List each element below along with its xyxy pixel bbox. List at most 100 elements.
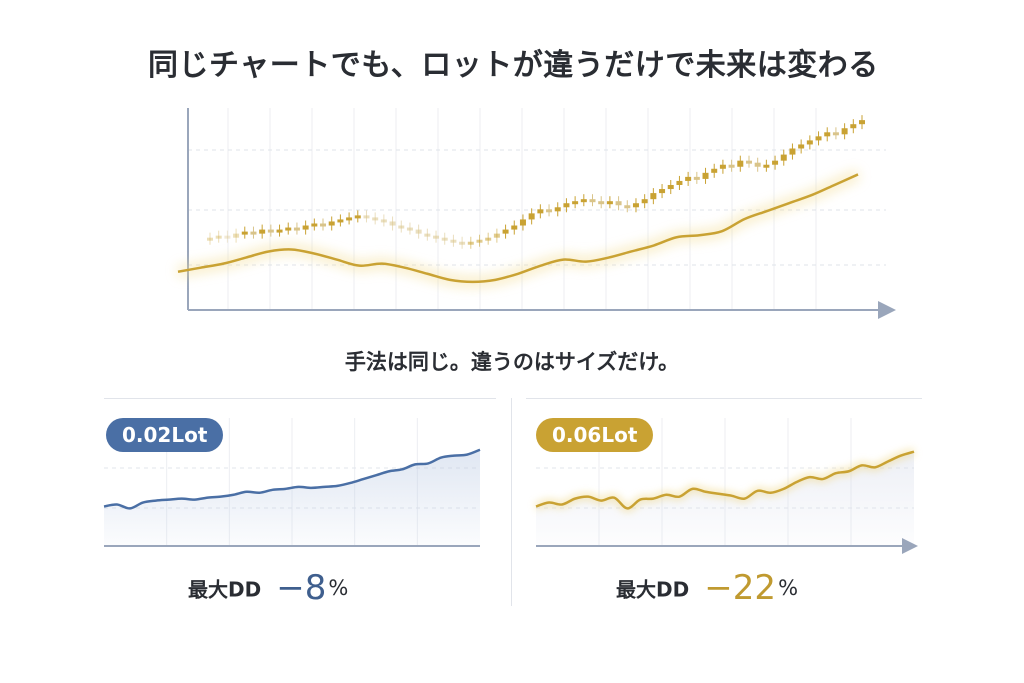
candle — [528, 213, 535, 220]
equity-area — [104, 449, 480, 546]
max-dd-002lot: 最大DD −8% — [188, 568, 348, 608]
candle — [745, 160, 752, 164]
candle — [285, 227, 292, 231]
left-panel-top-rule — [104, 398, 496, 399]
candle — [806, 140, 813, 145]
candle — [702, 172, 709, 179]
max-dd-label: 最大DD — [616, 577, 690, 602]
ma-line — [177, 173, 859, 284]
page-subtitle: 手法は同じ。違うのはサイズだけ。 — [344, 350, 680, 374]
candle — [754, 162, 761, 167]
max-dd-value: −8 — [276, 568, 327, 608]
candle — [615, 201, 622, 206]
candle — [763, 164, 770, 168]
max-dd-label: 最大DD — [188, 577, 262, 602]
candle — [580, 199, 587, 203]
candle — [832, 132, 839, 136]
panel-divider — [511, 398, 512, 606]
lot-badge-002: 0.02Lot — [106, 418, 224, 452]
candle — [493, 233, 500, 238]
candle — [467, 241, 474, 245]
candle — [398, 225, 405, 229]
candle — [511, 225, 518, 230]
candle — [328, 221, 335, 226]
candle — [354, 215, 361, 219]
candle — [441, 237, 448, 241]
lot-badge-006: 0.06Lot — [536, 418, 654, 452]
candle — [537, 209, 544, 214]
candle — [685, 176, 692, 181]
equity-chart-006lot — [534, 418, 918, 554]
candle — [798, 144, 805, 149]
candle — [772, 160, 779, 165]
candle — [554, 207, 561, 212]
candle — [363, 215, 370, 219]
candle — [215, 235, 222, 239]
candle — [859, 120, 865, 125]
max-dd-unit: % — [778, 576, 799, 600]
candle — [737, 160, 744, 167]
candle — [485, 237, 492, 241]
candle — [632, 203, 639, 208]
candle — [311, 223, 318, 227]
candle — [380, 219, 387, 223]
candle — [276, 229, 283, 233]
candle — [415, 229, 422, 234]
candle — [406, 227, 413, 231]
candle — [841, 128, 848, 135]
candle — [433, 235, 440, 239]
equity-line — [535, 450, 915, 510]
equity-area — [536, 451, 914, 546]
candle — [572, 201, 579, 205]
equity-line — [103, 448, 481, 510]
candle — [389, 221, 396, 226]
x-axis-arrow — [878, 301, 896, 319]
candle — [589, 199, 596, 203]
candle — [711, 168, 718, 173]
candle — [519, 219, 526, 226]
candle — [224, 235, 231, 239]
candle — [624, 205, 631, 209]
candle — [563, 203, 570, 208]
candle — [693, 176, 700, 180]
candle — [259, 229, 266, 234]
candle — [233, 233, 240, 238]
candle — [372, 217, 379, 221]
candle — [241, 231, 248, 235]
candle — [667, 184, 674, 190]
candle — [676, 180, 683, 185]
candle — [728, 164, 735, 168]
candle — [815, 136, 822, 141]
main-candlestick-chart — [177, 108, 896, 319]
candle — [346, 217, 353, 221]
candle — [650, 193, 657, 200]
candle — [459, 241, 466, 245]
candle — [450, 239, 457, 243]
candle — [302, 225, 309, 230]
candle — [824, 132, 831, 137]
equity-chart-002lot — [103, 418, 481, 547]
page-title: 同じチャートでも、ロットが違うだけで未来は変わる — [148, 48, 879, 83]
candle — [719, 164, 726, 169]
candle — [546, 209, 553, 213]
candle — [476, 239, 483, 243]
max-dd-unit: % — [328, 576, 349, 600]
candle — [320, 223, 327, 227]
candle — [293, 227, 300, 231]
candle — [789, 148, 796, 155]
candle — [780, 154, 787, 161]
candle — [207, 237, 213, 241]
max-dd-value: −22 — [704, 568, 777, 608]
candle — [502, 229, 509, 234]
candle — [598, 201, 605, 205]
candle — [250, 231, 257, 235]
candle — [337, 219, 344, 223]
x-axis-arrow — [902, 538, 918, 554]
max-dd-006lot: 最大DD −22% — [616, 568, 798, 608]
candle — [606, 201, 613, 205]
candle — [659, 189, 666, 194]
candle — [267, 229, 274, 233]
candle — [850, 124, 857, 129]
right-panel-top-rule — [526, 398, 922, 399]
candle — [641, 199, 648, 204]
